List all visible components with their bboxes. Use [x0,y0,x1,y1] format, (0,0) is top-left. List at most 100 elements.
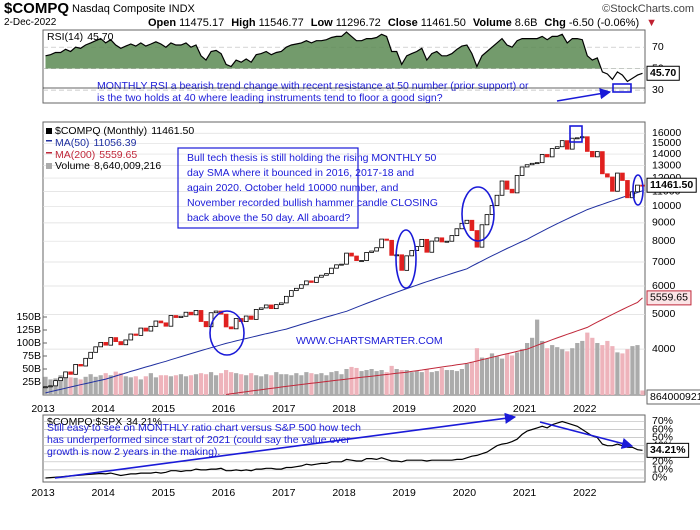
legend-value: 5559.65 [99,149,137,161]
x-tick-label: 2021 [513,403,537,415]
volume-bar [244,375,249,395]
candle [379,238,384,249]
volume-bar [600,345,605,395]
volume-bar [168,376,174,395]
candle [203,321,209,328]
volume-bar [319,373,324,395]
volume-bar [173,375,179,395]
volume-bar [575,343,580,395]
ratio-arrow-up [54,412,517,479]
volume-bar [123,376,128,395]
y2-tick-label: 150B [16,311,41,323]
volume-bar [419,372,424,395]
volume-bar [269,375,274,395]
candle [625,180,630,199]
candle [108,337,114,346]
annotation: back above the 50 day. All aboard? [187,212,350,224]
annotation: again 2020. October held 10000 number, a… [187,182,398,194]
candle [464,219,470,224]
candle [549,148,555,158]
security-name: Nasdaq Composite INDX [72,3,195,15]
legend-name: MA(50) [55,137,89,149]
candle [479,224,485,248]
volume-bar [229,372,234,395]
candle [339,263,344,266]
y2-tick-label: 50B [22,363,41,375]
candle [439,237,445,243]
candle [213,310,219,314]
candle [374,247,379,252]
quote-value: 11461.50 [420,17,466,29]
candle [474,230,480,248]
candle [585,136,590,152]
candle [188,311,194,316]
rsi-fill [45,32,602,69]
annotation: Still easy to see on MONTHLY ratio chart… [47,422,361,434]
volume-bar [178,374,184,395]
volume-bar [203,374,209,395]
x-tick-label: 2022 [573,403,597,415]
circle-2018 [395,229,417,289]
candle [228,326,234,330]
volume-bar [234,373,239,395]
volume-bar [103,373,108,395]
quote-label: High [231,17,256,29]
volume-bar [519,349,525,395]
y-tick-label: 20% [652,456,673,468]
x-tick-label: 2020 [453,487,477,499]
volume-bar [88,374,93,395]
candle [93,346,98,353]
legend-name: $COMPQ (Monthly) [55,125,147,137]
candle [138,327,144,336]
candle [354,255,359,262]
candle [454,228,460,237]
candle [133,333,139,336]
x-tick-label: 2016 [212,403,236,415]
annotation: Bull tech thesis is still holding the ri… [187,152,437,164]
volume-bar [339,374,344,395]
side-label-box [646,65,680,81]
candle [319,274,324,278]
volume-bar [309,373,314,395]
annotation: has underperformed since start of 2021 (… [47,434,350,446]
volume-bar [78,379,83,395]
volume-bar [540,340,545,395]
candle [469,219,475,231]
y-tick-label: 50% [652,431,673,443]
volume-bar [525,343,530,395]
volume-bar [590,337,595,395]
volume-bar [379,370,384,395]
candle [564,140,570,150]
ma-line [226,297,643,395]
volume-bar [580,340,585,395]
volume-bar [208,372,214,395]
volume-bar [434,371,439,395]
y-tick-label: 4000 [652,343,676,355]
volume-bar [68,377,73,395]
candle [484,214,490,226]
ma-line [45,190,643,394]
volume-bar [570,348,575,395]
candle [178,315,184,318]
circle-2022 [632,174,644,206]
legend-value: 45.70 [87,31,113,43]
candle [289,290,294,297]
candle [248,315,254,320]
drawings [43,83,645,479]
candle [253,309,259,320]
quote-value: -6.50 (-0.06%) [568,17,640,29]
candle [168,315,174,327]
pane-frame [42,29,646,104]
candle [148,325,154,332]
side-label: 45.70 [650,67,676,79]
candle [294,287,299,292]
candle [304,280,309,286]
quote-label: Low [310,17,333,29]
volume-bar [224,370,229,395]
volume-bar [429,372,434,395]
candle [615,172,620,192]
candle [344,252,349,265]
candle [173,315,179,318]
